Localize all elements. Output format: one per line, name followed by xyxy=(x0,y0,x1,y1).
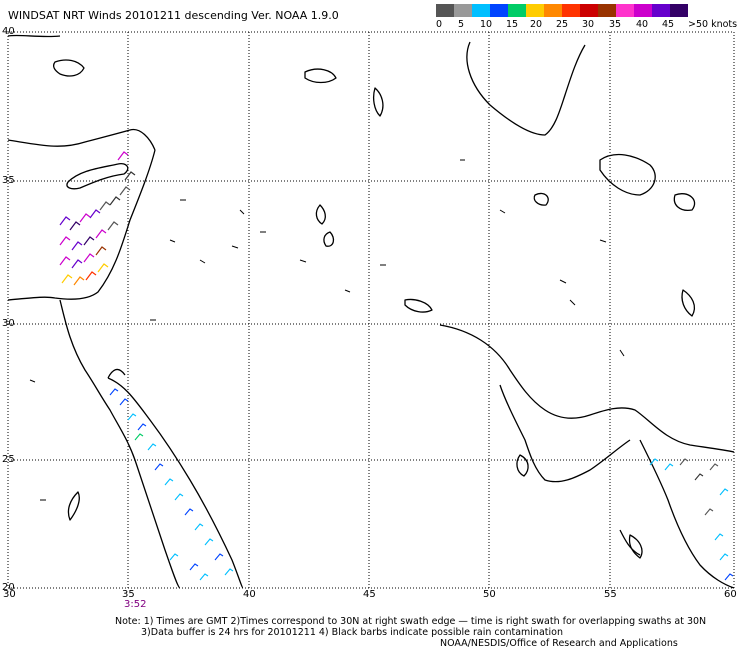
lat-label: 25 xyxy=(2,454,15,465)
scale-label: 25 xyxy=(556,19,569,30)
lon-label: 55 xyxy=(604,589,617,600)
lat-label: 35 xyxy=(2,175,15,186)
lon-label: 50 xyxy=(483,589,496,600)
scale-label: 40 xyxy=(636,19,649,30)
scale-swatch xyxy=(454,4,472,17)
scale-label: 35 xyxy=(609,19,622,30)
wind-barbs-mediterranean xyxy=(59,151,136,286)
scale-swatch xyxy=(508,4,526,17)
scale-swatch xyxy=(652,4,670,17)
footnote-line-2: 3)Data buffer is 24 hrs for 20101211 4) … xyxy=(141,627,563,638)
lon-label: 40 xyxy=(243,589,256,600)
footnote-line-3: NOAA/NESDIS/Office of Research and Appli… xyxy=(440,638,678,649)
scale-swatch xyxy=(634,4,652,17)
scale-swatch xyxy=(436,4,454,17)
scale-swatch xyxy=(544,4,562,17)
lat-label: 20 xyxy=(2,582,15,593)
wind-speed-color-scale xyxy=(436,4,688,17)
scale-swatch xyxy=(526,4,544,17)
wind-barbs-red-sea xyxy=(109,388,234,581)
scale-label: 15 xyxy=(506,19,519,30)
scale-label: 10 xyxy=(480,19,493,30)
lon-label: 30 xyxy=(3,589,16,600)
coastlines xyxy=(7,34,735,589)
scale-label: >50 knots xyxy=(688,19,738,30)
scale-swatch xyxy=(616,4,634,17)
small-lake-outlines xyxy=(29,159,625,501)
scale-swatch xyxy=(598,4,616,17)
wind-barbs-arabian-sea xyxy=(649,458,734,581)
scale-label: 20 xyxy=(530,19,543,30)
scale-label: 0 xyxy=(436,19,443,30)
scale-swatch xyxy=(472,4,490,17)
lon-label: 60 xyxy=(724,589,737,600)
scale-swatch xyxy=(670,4,688,17)
scale-swatch xyxy=(580,4,598,17)
swath-time-label: 3:52 xyxy=(124,599,147,610)
lat-label: 40 xyxy=(2,26,15,37)
scale-swatch xyxy=(490,4,508,17)
wind-speed-scale-labels: 0 5 10 15 20 25 30 35 40 45 >50 knots xyxy=(432,19,740,33)
scale-label: 45 xyxy=(662,19,675,30)
map-title: WINDSAT NRT Winds 20101211 descending Ve… xyxy=(8,9,339,22)
lon-label: 35 xyxy=(122,589,135,600)
scale-swatch xyxy=(562,4,580,17)
scale-label: 5 xyxy=(458,19,465,30)
lat-lon-grid xyxy=(7,31,735,589)
scale-label: 30 xyxy=(582,19,595,30)
lon-label: 45 xyxy=(363,589,376,600)
footnote-line-1: Note: 1) Times are GMT 2)Times correspon… xyxy=(115,616,707,627)
lat-label: 30 xyxy=(2,318,15,329)
